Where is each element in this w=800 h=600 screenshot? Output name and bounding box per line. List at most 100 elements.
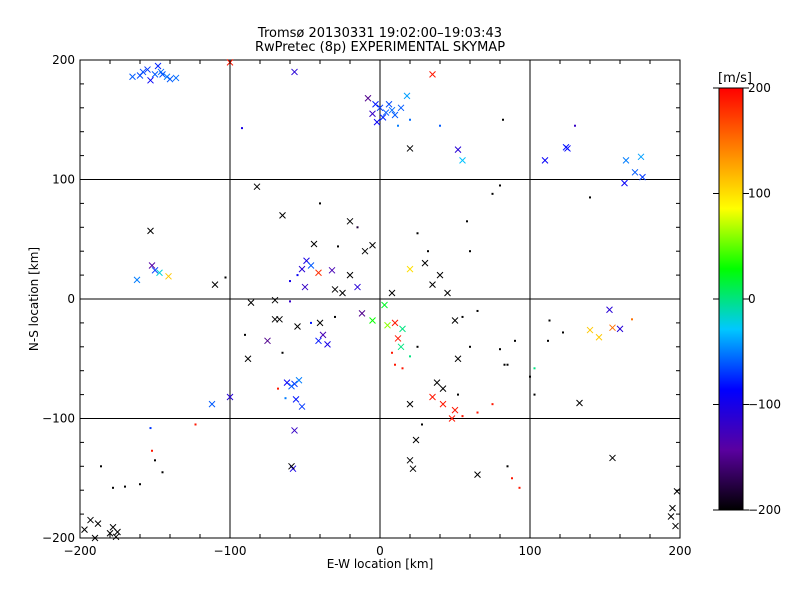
data-point-stroke [288,382,295,390]
data-point-stroke [81,526,88,533]
data-point [289,300,291,303]
colorbar-tick-label: 100 [748,187,771,201]
data-point [469,250,471,253]
data-point [87,516,94,524]
data-point [291,68,298,76]
data-point [139,483,141,486]
data-point-stroke [388,106,396,114]
data-point [384,321,391,329]
data-point [518,486,521,489]
data-point-stroke [439,385,447,392]
data-point-stroke [369,241,376,249]
data-point [264,337,271,345]
data-point [208,400,216,408]
axis-ticks [79,59,681,539]
data-point [139,68,147,76]
data-point [406,456,414,464]
data-point [147,227,154,235]
data-point [631,168,639,176]
colorbar-gradient [719,88,743,510]
data-point [307,262,315,269]
data-point-stroke [622,157,630,164]
data-point [394,363,396,366]
data-point [391,111,399,119]
data-point [358,309,366,317]
data-point [409,355,411,358]
data-point-stroke [283,379,291,387]
data-point-stroke [631,168,639,176]
data-point [427,250,429,253]
data-point-stroke [391,111,399,119]
data-point [541,157,549,164]
data-point [461,315,464,318]
data-point-stroke [310,240,318,248]
data-point [294,323,301,330]
data-point-stroke [165,272,172,280]
data-point [631,318,633,321]
data-point [369,317,376,324]
data-point [301,283,309,291]
data-point [499,184,501,187]
colorbar: [m/s] 200 100 0 −100 −200 [713,71,781,517]
data-point-stroke [669,504,676,512]
x-tick-label: 0 [376,544,384,558]
data-point-stroke [247,299,255,306]
data-point [397,343,405,351]
data-point-stroke [667,513,675,520]
data-point [421,423,423,426]
data-point [506,465,509,468]
data-point-stroke [154,62,162,70]
data-point-stroke [394,335,402,342]
data-point-stroke [331,286,339,293]
data-point-stroke [403,92,411,100]
colorbar-tick-label: 0 [748,292,756,306]
data-point [562,331,564,334]
data-point [429,281,436,289]
data-point-stroke [148,262,156,269]
data-point-stroke [459,157,466,164]
data-point-stroke [151,266,159,274]
data-point-stroke [106,529,114,537]
data-point [144,66,151,73]
data-point [100,465,102,468]
colorbar-label: [m/s] [718,71,752,86]
data-point-stroke [157,68,165,76]
data-point [277,387,279,390]
data-point [310,321,312,324]
data-point-stroke [276,315,283,323]
data-point-stroke [294,323,301,330]
data-point [454,355,462,363]
data-point-stroke [87,516,94,524]
data-point-stroke [301,283,309,291]
colorbar-tick-label: 200 [748,81,771,95]
data-point-stroke [399,325,406,333]
data-point-stroke [673,488,681,495]
data-point [244,333,246,336]
data-point [476,309,479,312]
data-point [451,406,459,414]
data-point [339,289,346,297]
data-point [466,220,468,223]
data-point [346,271,354,279]
data-point [133,276,141,284]
data-point [284,397,287,400]
data-point [283,379,291,387]
data-point-stroke [606,306,613,314]
data-point [622,157,630,164]
data-point [606,306,613,314]
x-tick-label: 100 [519,544,542,558]
data-point-stroke [609,324,616,332]
data-point [609,454,616,462]
data-point-stroke [166,75,174,83]
data-point-stroke [474,471,481,479]
data-point [129,73,136,81]
data-point-stroke [616,325,624,333]
data-point [669,504,676,512]
data-point-stroke [384,321,391,329]
data-point-stroke [211,281,219,289]
data-point-stroke [244,355,252,363]
data-point [459,157,466,164]
data-point-stroke [406,456,414,464]
data-point-stroke [114,528,121,536]
data-point [506,363,509,366]
